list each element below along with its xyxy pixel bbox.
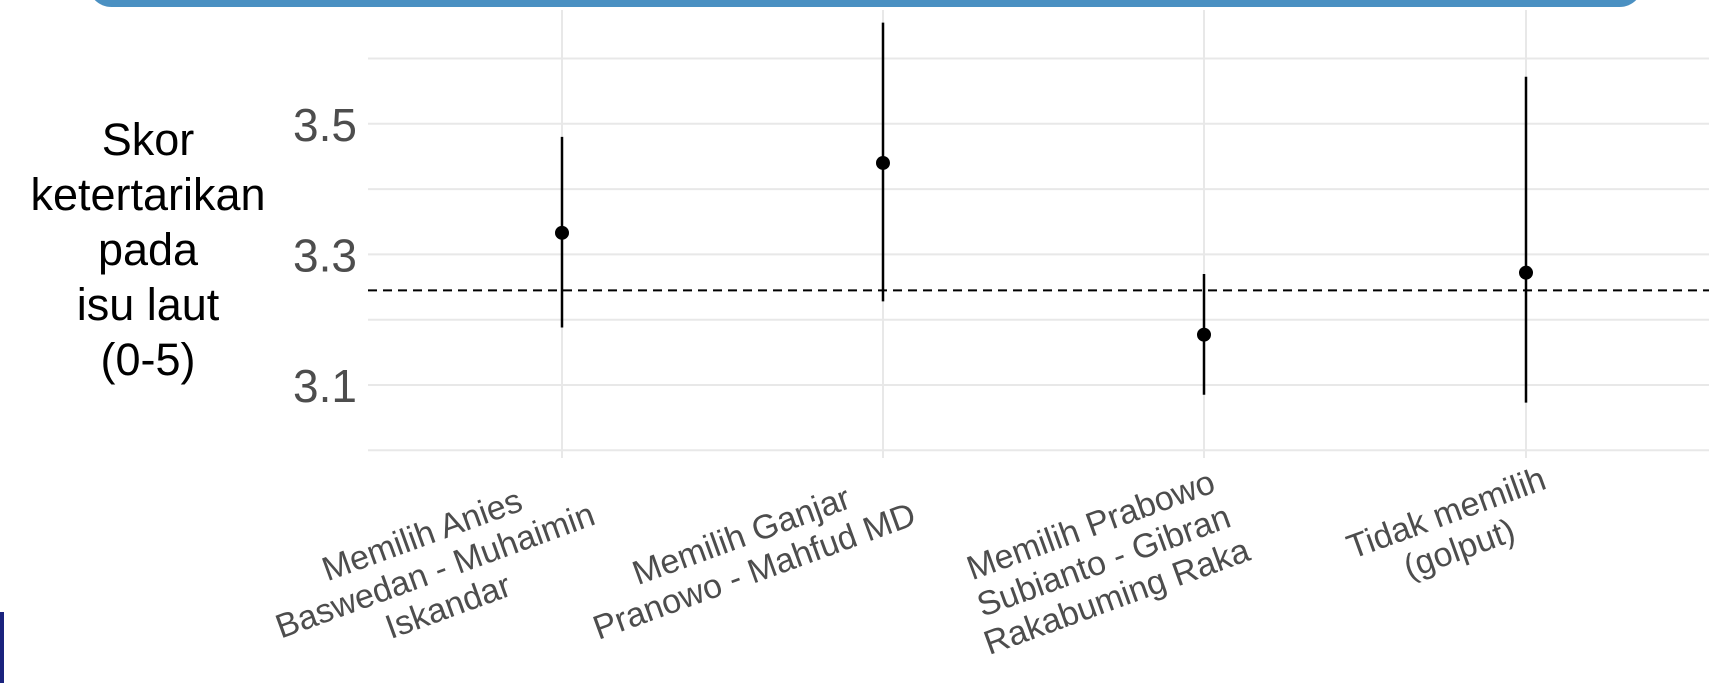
data-point [1519,265,1533,280]
y-tick-label: 3.1 [293,360,357,412]
edge-mark [0,612,4,683]
data-point [1197,327,1211,342]
data-point [555,225,569,240]
x-tick-label: Tidak memilih(golput) [1342,460,1551,587]
top-banner [88,0,1643,7]
data-point [876,155,890,170]
y-tick-label: 3.3 [293,229,357,281]
y-tick-label: 3.5 [293,99,357,151]
y-axis-label: Skor ketertarikan pada isu laut (0-5) [30,114,266,385]
